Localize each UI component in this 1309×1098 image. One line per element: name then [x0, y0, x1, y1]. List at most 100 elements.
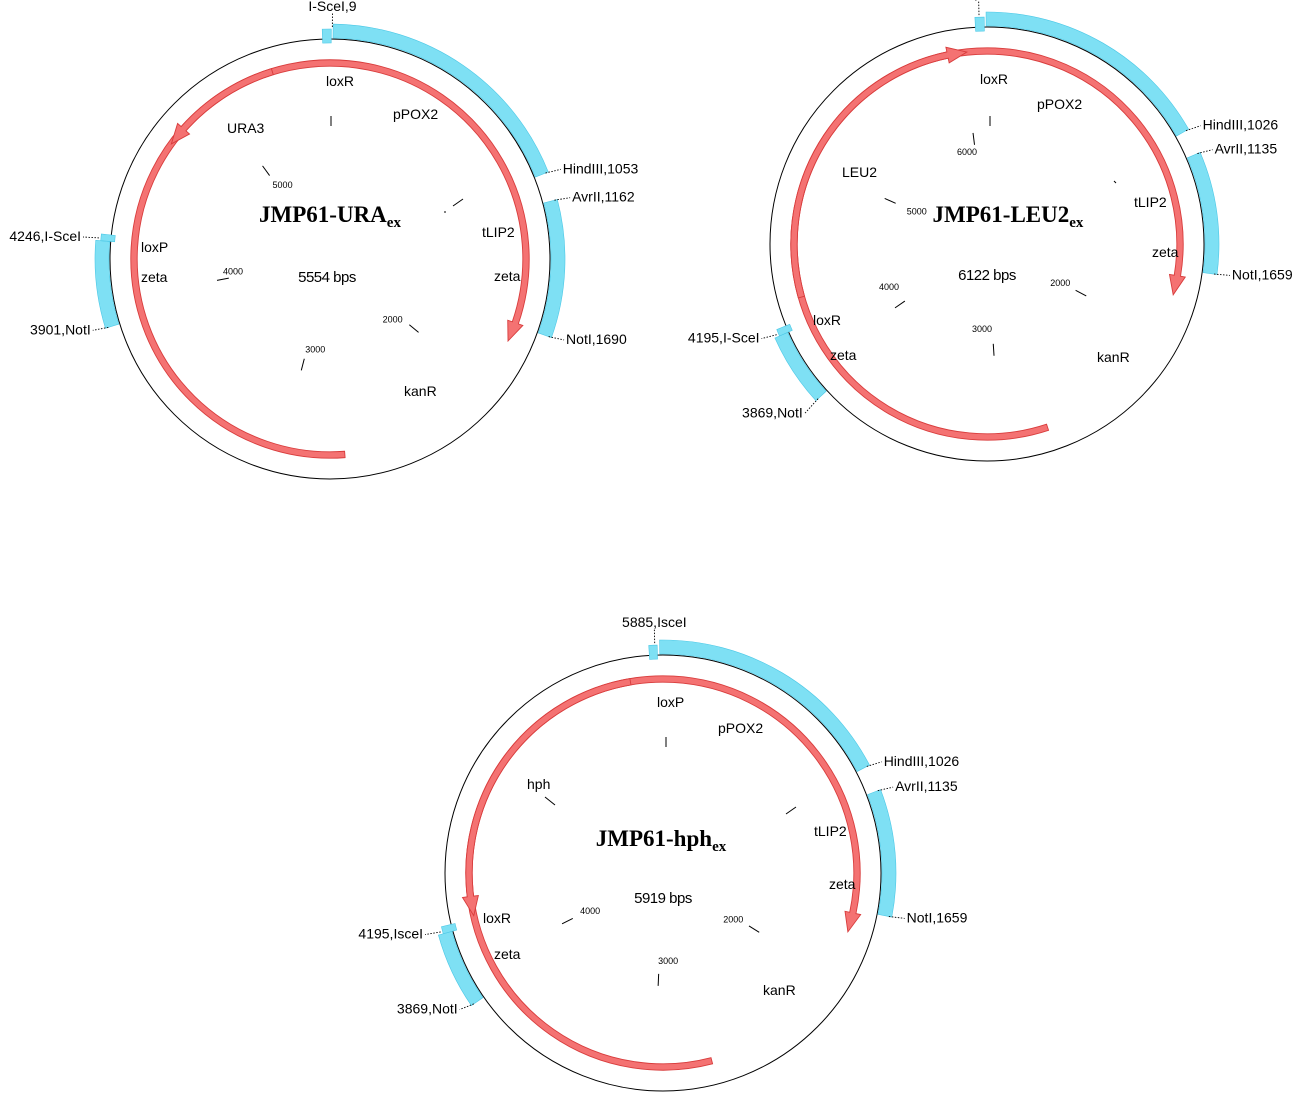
site-box: [322, 29, 331, 43]
restriction-site: NotI,1690: [549, 331, 627, 347]
restriction-site: 4195,IsceI: [358, 926, 440, 942]
feature-label: loxP: [141, 239, 168, 255]
site-label: NotI,1690: [566, 331, 627, 347]
feature-label: pPOX2: [718, 720, 763, 736]
scale-tick-label: 4000: [223, 266, 243, 276]
scale-tick: [749, 926, 759, 932]
feature-label: zeta: [141, 269, 168, 285]
site-label: NotI,1659: [907, 909, 968, 925]
site-label: 5885,IsceI: [622, 614, 687, 630]
site-box: [649, 645, 658, 659]
restriction-site: AvrII,1162: [554, 189, 634, 205]
feature-label: tLIP2: [1134, 194, 1167, 210]
feature-label: loxR: [326, 73, 354, 89]
feature-label: LEU2: [842, 164, 877, 180]
scale-tick-label: 4000: [879, 282, 899, 292]
scale-tick: [658, 974, 659, 986]
scale-tick-label: 3000: [972, 324, 992, 334]
feature-label: pPOX2: [1037, 96, 1082, 112]
scale-tick: [562, 918, 573, 923]
feature-label: loxP: [657, 694, 684, 710]
feature-arcs: [95, 24, 565, 338]
site-label: HindIII,1026: [884, 753, 960, 769]
restriction-site: 5885,IsceI: [622, 614, 687, 643]
scale-tick-label: 3000: [658, 956, 678, 966]
site-label: 3869,NotI: [397, 1001, 458, 1017]
plasmid-backbone: [445, 655, 881, 1091]
scale-tick: [895, 301, 905, 308]
feature-label: zeta: [494, 268, 521, 284]
scale-tick: [885, 198, 896, 203]
site-label: 4246,I-SceI: [9, 228, 81, 244]
restriction-site: NotI,1659: [889, 909, 968, 925]
map-title: JMP61-LEU2ex: [933, 202, 1084, 231]
plasmid-backbone: [770, 27, 1204, 461]
scale-tick: [263, 166, 270, 176]
feature-leader-line: [786, 807, 796, 814]
restriction-site: I-SceI,9: [308, 0, 356, 27]
scale-tick-label: 3000: [305, 344, 325, 354]
feature-label: loxR: [980, 71, 1008, 87]
gene-arrows: [131, 60, 529, 458]
plasmid-size: 6122 bps: [958, 267, 1016, 284]
feature-label: zeta: [829, 876, 856, 892]
site-label: 4195,IsceI: [358, 926, 423, 942]
restriction-site: NotI,1659: [1214, 266, 1293, 282]
site-box: [101, 234, 116, 242]
feature-label: URA3: [227, 120, 265, 136]
restriction-site: AvrII,1135: [878, 778, 958, 794]
site-label: HindIII,1053: [563, 160, 639, 176]
feature-label: zeta: [830, 347, 857, 363]
plasmid-map-leu2: 6088,I-SceIHindIII,1026AvrII,1135NotI,16…: [688, 0, 1293, 461]
feature-label: hph: [527, 776, 550, 792]
restriction-site: AvrII,1135: [1197, 141, 1277, 157]
feature-arc: [95, 240, 119, 328]
restriction-site: 3901,NotI: [30, 321, 108, 337]
site-label: 3869,NotI: [742, 404, 803, 420]
plasmid-backbone: [110, 39, 550, 479]
scale-ticks: 2000 3000 4000 5000 6000: [879, 133, 1086, 356]
map-title: JMP61-hphex: [596, 826, 727, 855]
feature-label: kanR: [763, 982, 796, 998]
plasmid-size: 5554 bps: [298, 269, 356, 286]
restriction-site: 3869,NotI: [397, 1001, 474, 1017]
scale-tick: [1076, 290, 1087, 296]
feature-label: loxR: [483, 910, 511, 926]
gene-arrow: [462, 679, 630, 916]
site-leader-line: [83, 237, 99, 238]
scale-tick-label: 6000: [957, 147, 977, 157]
site-label: 6088,I-SceI: [943, 0, 1015, 2]
scale-tick-label: 5000: [273, 180, 293, 190]
scale-tick: [217, 278, 229, 280]
scale-tick-label: 2000: [383, 314, 403, 324]
restriction-site: 3869,NotI: [742, 399, 818, 421]
feature-label: kanR: [1097, 349, 1130, 365]
site-box: [975, 17, 984, 31]
site-label: 3901,NotI: [30, 321, 91, 337]
feature-label: zeta: [1152, 244, 1179, 260]
plasmid-map-hph: 5885,IsceI HindIII,1026 AvrII,1135 NotI,165…: [358, 614, 967, 1091]
feature-arc: [986, 12, 1189, 136]
gene-arrows: [791, 47, 1185, 440]
plasmid-size: 5919 bps: [634, 890, 692, 907]
feature-label: loxR: [813, 312, 841, 328]
site-label: 4195,I-SceI: [688, 330, 760, 346]
restriction-site: 4246,I-SceI: [9, 228, 99, 244]
feature-label: zeta: [494, 946, 521, 962]
feature-arc: [438, 931, 482, 1005]
site-box: [441, 923, 456, 933]
scale-tick-label: 5000: [907, 206, 927, 216]
scale-tick-label: 2000: [1050, 278, 1070, 288]
plasmid-map-ura: I-SceI,9 HindIII,1053 AvrII,1162 NotI,1690 3…: [9, 0, 638, 479]
restriction-site: HindIII,1053: [545, 160, 638, 176]
scale-tick: [409, 325, 418, 333]
gene-arrows: [462, 676, 860, 1070]
scale-tick-label: 4000: [580, 906, 600, 916]
feature-label: tLIP2: [814, 823, 847, 839]
feature-leader-line: [453, 199, 463, 206]
feature-arc: [1187, 152, 1219, 274]
feature-label: tLIP2: [482, 224, 515, 240]
